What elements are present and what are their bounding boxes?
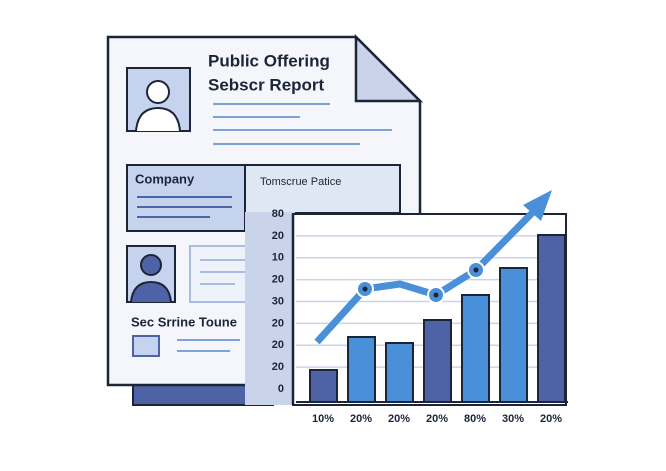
x-axis-label: 20% bbox=[388, 413, 410, 425]
bar bbox=[385, 342, 414, 403]
y-axis-label: 20 bbox=[272, 274, 284, 286]
info-lines bbox=[200, 259, 245, 285]
bar bbox=[347, 336, 376, 403]
trend-arrow bbox=[523, 190, 552, 221]
section-lines bbox=[177, 339, 240, 352]
y-axis-label: 20 bbox=[272, 339, 284, 351]
trend-line bbox=[314, 207, 538, 345]
section-label: Sec Srrine Toune bbox=[131, 314, 237, 329]
panel-label: Tomscrue Patice bbox=[260, 176, 341, 188]
bar bbox=[309, 369, 338, 403]
x-axis-label: 20% bbox=[350, 413, 372, 425]
x-axis-label: 10% bbox=[312, 413, 334, 425]
x-axis-label: 30% bbox=[502, 413, 524, 425]
y-axis-label: 0 bbox=[278, 383, 284, 395]
bar bbox=[537, 234, 566, 403]
bars bbox=[309, 234, 566, 403]
company-lines bbox=[137, 196, 232, 218]
x-axis-label: 80% bbox=[464, 413, 486, 425]
y-axis-label: 20 bbox=[272, 230, 284, 242]
y-axis-strip bbox=[245, 212, 295, 405]
panel-box bbox=[244, 164, 401, 214]
avatar-head bbox=[146, 80, 170, 104]
bar bbox=[461, 294, 490, 403]
document-title: Public Offering bbox=[208, 51, 330, 70]
bar bbox=[423, 319, 452, 403]
info-box bbox=[189, 245, 251, 303]
avatar-body bbox=[130, 280, 172, 303]
company-label: Company bbox=[135, 171, 195, 186]
avatar-head bbox=[140, 254, 162, 276]
bar bbox=[499, 267, 528, 403]
y-axis-label: 80 bbox=[272, 208, 284, 220]
y-axis-label: 20 bbox=[272, 317, 284, 329]
document-subtitle: Sebscr Report bbox=[208, 75, 325, 94]
x-axis-label: 20% bbox=[540, 413, 562, 425]
x-axis-label: 20% bbox=[426, 413, 448, 425]
folded-corner bbox=[354, 33, 424, 103]
y-axis-label: 30 bbox=[272, 295, 284, 307]
y-axis-label: 10 bbox=[272, 252, 284, 264]
avatar-body bbox=[135, 106, 181, 132]
text-lines bbox=[213, 103, 392, 145]
checkbox bbox=[132, 335, 160, 357]
y-axis-label: 20 bbox=[272, 361, 284, 373]
